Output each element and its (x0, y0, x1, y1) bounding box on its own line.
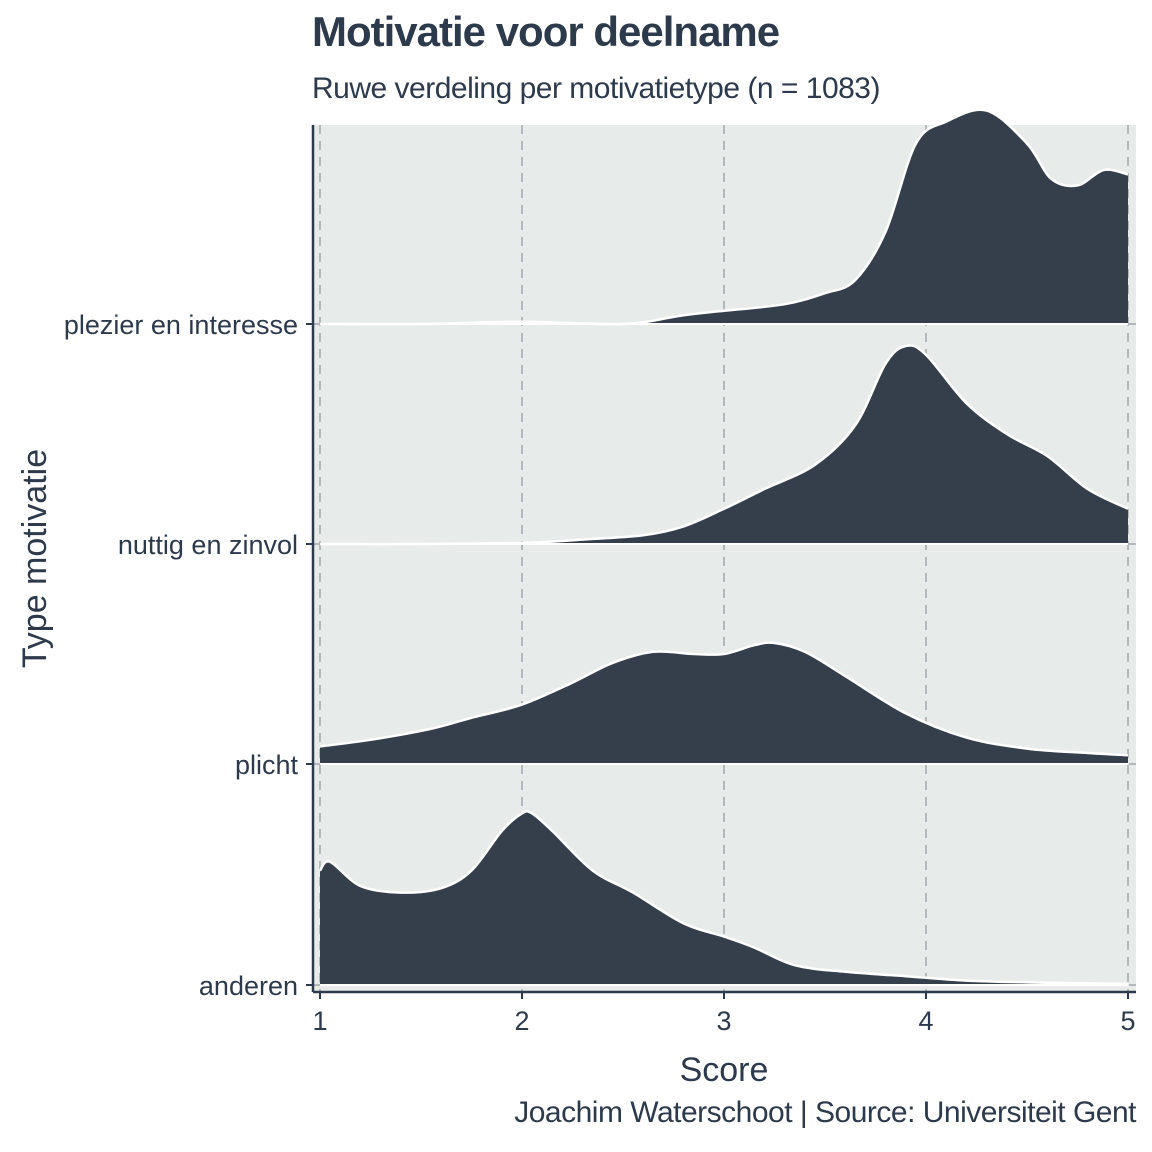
y-tick-label-anderen: anderen (199, 971, 298, 1001)
y-tick-label-nuttig-en-zinvol: nuttig en zinvol (118, 530, 298, 560)
x-tick-label-1: 1 (312, 1006, 327, 1036)
ridge-outline-plezier-en-interesse (319, 108, 1129, 326)
chart-subtitle: Ruwe verdeling per motivatietype (n = 10… (312, 72, 880, 105)
x-tick-label-3: 3 (716, 1006, 731, 1036)
y-axis-title: Type motivatie (16, 449, 54, 668)
x-tick-label-4: 4 (918, 1006, 933, 1036)
ridge-outline-plicht (319, 641, 1129, 757)
chart-caption: Joachim Waterschoot | Source: Universite… (514, 1096, 1136, 1129)
ridge-area-nuttig-en-zinvol (320, 345, 1128, 545)
ridge-area-plezier-en-interesse (320, 109, 1128, 325)
x-tick-label-2: 2 (514, 1006, 529, 1036)
ridge-area-anderen (320, 811, 1128, 985)
ridge-area-plicht (320, 642, 1128, 764)
y-tick-label-plezier-en-interesse: plezier en interesse (64, 310, 298, 340)
chart-title: Motivatie voor deelname (312, 8, 780, 55)
x-axis-title: Score (680, 1051, 769, 1089)
y-tick-label-plicht: plicht (235, 750, 299, 780)
ridge-outline-anderen (318, 809, 1129, 986)
x-tick-label-5: 5 (1120, 1006, 1135, 1036)
ridge-outline-nuttig-en-zinvol (319, 344, 1129, 546)
